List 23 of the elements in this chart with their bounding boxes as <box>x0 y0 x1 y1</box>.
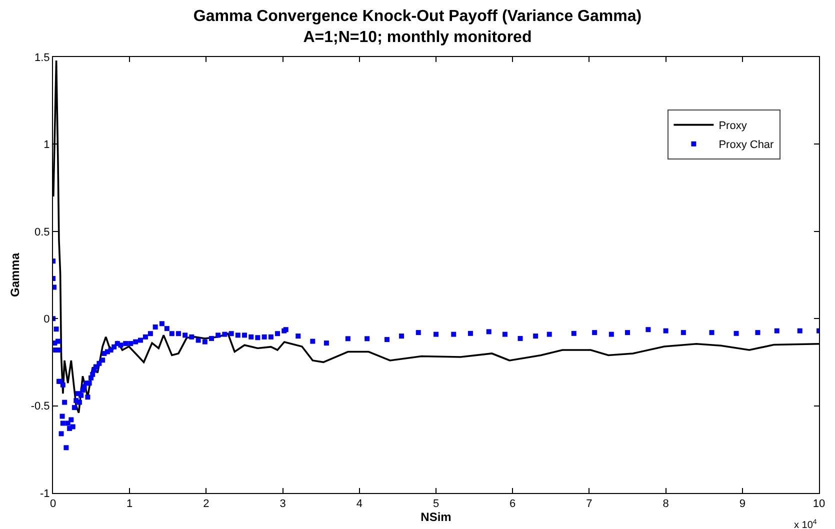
y-tick-label: 1 <box>44 139 50 152</box>
legend-label: Proxy Char <box>718 139 774 152</box>
x-tick-label: 2 <box>203 498 210 510</box>
x-tick-label: 8 <box>662 498 669 510</box>
chart-title: Gamma Convergence Knock-Out Payoff (Variance Gamma) <box>193 8 642 26</box>
y-tick-label: 1.5 <box>34 52 50 64</box>
x-tick-label: 1 <box>126 498 133 510</box>
y-axis-title: Gamma <box>8 252 22 298</box>
text: x 10$^{4}$ <box>794 519 817 529</box>
chart-subtitle: A=1;N=10; monthly monitored <box>303 28 532 46</box>
x-tick-label: 7 <box>586 498 592 510</box>
x-tick-label: 3 <box>280 498 286 510</box>
x-tick-label: 5 <box>432 498 440 510</box>
x-tick-label: 4 <box>356 498 362 510</box>
y-tick-label: -1 <box>40 488 50 500</box>
x-tick-label: 10 <box>812 498 826 510</box>
y-tick-label: -0.5 <box>30 400 50 413</box>
x-tick-label: 9 <box>739 498 746 510</box>
y-tick-label: 0.5 <box>34 226 50 238</box>
legend-label: Proxy <box>718 120 748 132</box>
x-tick-label: 6 <box>510 498 516 510</box>
y-tick-label: 0 <box>44 313 50 326</box>
x-axis-title: NSim <box>420 510 452 524</box>
